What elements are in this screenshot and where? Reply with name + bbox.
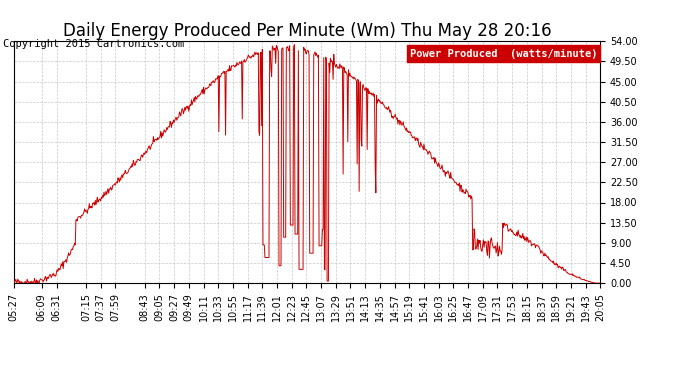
Text: Power Produced  (watts/minute): Power Produced (watts/minute) (410, 48, 598, 58)
Text: Copyright 2015 Cartronics.com: Copyright 2015 Cartronics.com (3, 39, 185, 50)
Title: Daily Energy Produced Per Minute (Wm) Thu May 28 20:16: Daily Energy Produced Per Minute (Wm) Th… (63, 22, 551, 40)
